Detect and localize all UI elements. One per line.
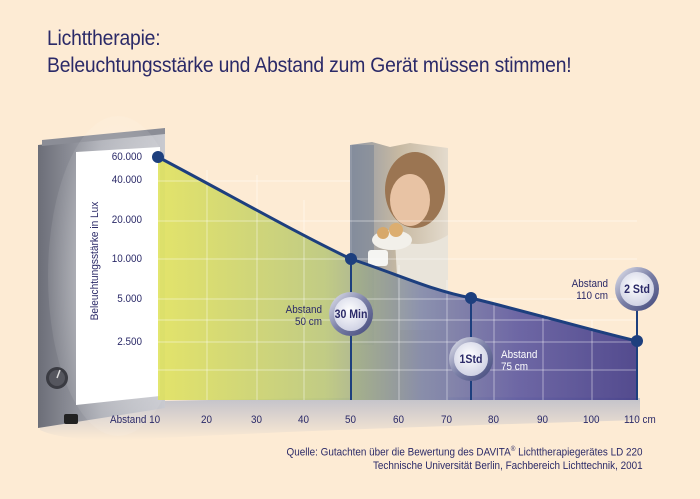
point-50cm <box>345 253 357 265</box>
clock-icon-1std <box>449 337 493 381</box>
y-tick-60000: 60.000 <box>111 151 142 163</box>
x-tick-70: 70 <box>441 414 453 426</box>
x-tick-10: Abstand 10 <box>110 414 161 426</box>
clock-label-1std: 1Std <box>459 352 483 366</box>
clock-icon-2std <box>615 267 659 311</box>
x-tick-40: 40 <box>298 414 310 426</box>
title-line-2: Beleuchtungsstärke und Abstand zum Gerät… <box>47 54 572 77</box>
y-tick-2500: 2.500 <box>117 336 142 348</box>
annotation-50cm: Abstand 50 cm <box>285 304 322 328</box>
point-75cm <box>465 292 477 304</box>
x-tick-20: 20 <box>201 414 213 426</box>
source-line-1: Quelle: Gutachten über die Bewertung des… <box>287 446 643 459</box>
x-tick-60: 60 <box>393 414 405 426</box>
clock-label-30min: 30 Min <box>334 307 368 321</box>
x-tick-90: 90 <box>537 414 549 426</box>
light-therapy-device <box>38 116 188 436</box>
clock-label-2std: 2 Std <box>624 282 650 296</box>
floor-shadow <box>40 397 640 440</box>
source-line-2: Technische Universität Berlin, Fachberei… <box>373 460 643 472</box>
x-tick-30: 30 <box>251 414 263 426</box>
title-line-1: Lichttherapie: <box>47 27 161 50</box>
x-tick-50: 50 <box>345 414 357 426</box>
y-tick-5000: 5.000 <box>117 293 142 305</box>
annotation-110cm: Abstand 110 cm <box>571 278 608 302</box>
y-tick-40000: 40.000 <box>111 174 142 186</box>
y-tick-10000: 10.000 <box>111 253 142 265</box>
gridlines <box>158 170 637 400</box>
point-110cm <box>631 335 643 347</box>
y-tick-20000: 20.000 <box>111 214 142 226</box>
annotation-75cm: Abstand 75 cm <box>501 349 538 373</box>
clock-icon-30min <box>329 292 373 336</box>
x-tick-110: 110 cm <box>624 414 656 426</box>
y-tick-1000: 1.000 <box>117 381 142 393</box>
x-tick-80: 80 <box>488 414 500 426</box>
data-points <box>152 151 643 347</box>
x-tick-100: 100 <box>583 414 600 426</box>
data-line <box>157 155 638 343</box>
area-fill <box>158 157 637 400</box>
point-10cm <box>152 151 164 163</box>
